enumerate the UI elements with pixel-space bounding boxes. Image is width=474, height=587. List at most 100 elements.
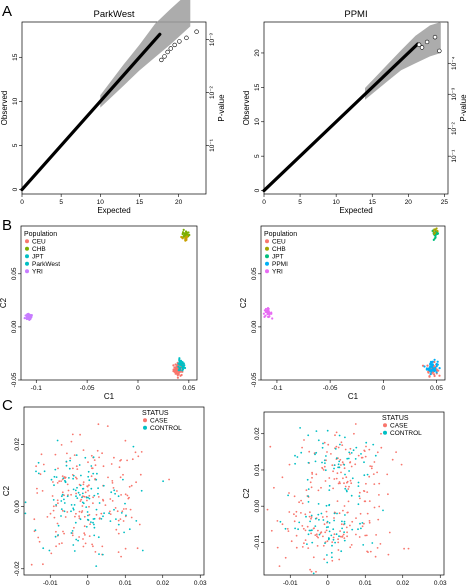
status-ppmi-point bbox=[347, 511, 349, 514]
status-parkwest-point bbox=[78, 510, 81, 513]
status-parkwest-point bbox=[130, 484, 133, 487]
status-ppmi-point bbox=[387, 553, 390, 556]
status-parkwest-point bbox=[98, 517, 101, 520]
status-ppmi-point bbox=[328, 503, 331, 506]
status-parkwest-point bbox=[66, 483, 69, 486]
status-ppmi-point bbox=[309, 529, 312, 532]
status-ppmi-point bbox=[269, 445, 272, 448]
status-ppmi-point bbox=[325, 529, 328, 532]
status-ppmi-point bbox=[343, 531, 345, 534]
status-parkwest-point bbox=[125, 514, 127, 517]
status-parkwest-point bbox=[57, 524, 60, 527]
status-ppmi-point bbox=[366, 491, 369, 493]
status-parkwest-point bbox=[74, 476, 77, 479]
status-ppmi-point bbox=[316, 535, 318, 538]
status-ppmi-point bbox=[359, 512, 362, 515]
status-parkwest-point bbox=[49, 512, 52, 515]
status-parkwest-point bbox=[62, 530, 64, 533]
pca-ppmi-point bbox=[423, 365, 426, 368]
status-ppmi-point bbox=[321, 466, 323, 469]
qq-parkwest-tail-point-0 bbox=[159, 57, 164, 63]
panel-label-a: A bbox=[2, 3, 12, 20]
status-parkwest-legend-key-1 bbox=[143, 425, 147, 430]
status-parkwest-point bbox=[91, 543, 93, 546]
status-ppmi-point bbox=[323, 459, 326, 462]
status-parkwest-point bbox=[75, 465, 78, 468]
status-parkwest-legend-item-1: CONTROL bbox=[150, 425, 182, 432]
status-ppmi-point bbox=[325, 510, 328, 513]
status-parkwest-point bbox=[95, 508, 98, 511]
status-ppmi-point bbox=[301, 446, 303, 449]
status-ppmi-point bbox=[278, 565, 281, 567]
pca-ppmi-point bbox=[271, 317, 274, 320]
status-ppmi-point bbox=[343, 467, 346, 470]
status-ppmi-point bbox=[350, 544, 353, 546]
status-ppmi-point bbox=[346, 457, 349, 460]
status-ppmi-point bbox=[325, 455, 327, 457]
status-ppmi-point bbox=[372, 473, 375, 475]
qq-parkwest-ytick-label-1: 5 bbox=[12, 143, 19, 147]
qq-parkwest-xlabel: Expected bbox=[97, 206, 130, 215]
status-parkwest-point bbox=[88, 479, 91, 482]
status-parkwest-point bbox=[83, 525, 86, 528]
status-ppmi-point bbox=[338, 558, 341, 561]
status-parkwest-point bbox=[54, 535, 57, 538]
pca-ppmi-point bbox=[438, 367, 441, 370]
status-ppmi-point bbox=[327, 537, 330, 539]
status-parkwest-point bbox=[75, 495, 77, 498]
pca-ppmi-point bbox=[435, 369, 439, 372]
status-ppmi-point bbox=[326, 429, 329, 432]
status-parkwest-point bbox=[94, 551, 97, 553]
status-parkwest-point bbox=[39, 473, 42, 476]
status-parkwest-point bbox=[56, 439, 59, 442]
status-parkwest-point bbox=[76, 468, 79, 470]
status-parkwest-point bbox=[63, 502, 66, 504]
status-ppmi-point bbox=[391, 458, 394, 461]
pca-ppmi-ylabel: C2 bbox=[239, 297, 248, 308]
qq-ppmi-ytick-label-4: 20 bbox=[254, 49, 261, 57]
status-ppmi-point bbox=[363, 450, 366, 452]
pca-ppmi-point bbox=[432, 230, 435, 233]
status-ppmi-point bbox=[296, 456, 299, 458]
status-parkwest-point bbox=[86, 499, 88, 502]
status-parkwest-point bbox=[80, 474, 82, 477]
status-parkwest-point bbox=[141, 549, 144, 552]
status-ppmi-point bbox=[293, 495, 296, 498]
status-parkwest-point bbox=[62, 477, 65, 480]
status-ppmi-point bbox=[358, 495, 361, 497]
status-ppmi-point bbox=[339, 535, 342, 538]
status-parkwest-point bbox=[111, 500, 114, 502]
pca-parkwest-legend-item-0: CEU bbox=[32, 239, 46, 246]
status-ppmi-point bbox=[326, 554, 328, 556]
status-parkwest-point bbox=[66, 452, 68, 455]
pca-parkwest-legend-key-1 bbox=[25, 246, 29, 251]
status-ppmi-point bbox=[333, 478, 336, 480]
pca-parkwest-point bbox=[29, 318, 32, 321]
status-parkwest-point bbox=[124, 502, 126, 505]
status-parkwest-point bbox=[91, 467, 93, 470]
status-ppmi-point bbox=[328, 477, 331, 479]
status-parkwest-point bbox=[98, 502, 101, 504]
status-parkwest-point bbox=[89, 523, 91, 525]
status-parkwest-point bbox=[87, 475, 90, 478]
status-ppmi-point bbox=[333, 467, 335, 470]
status-parkwest-point bbox=[95, 478, 98, 481]
status-ppmi-point bbox=[338, 460, 341, 463]
pca-parkwest-point bbox=[182, 362, 185, 365]
status-parkwest-point bbox=[36, 492, 39, 494]
status-ppmi-point bbox=[307, 495, 310, 498]
status-parkwest-frame bbox=[23, 406, 205, 576]
status-ppmi-point bbox=[287, 530, 290, 532]
status-ppmi-point bbox=[335, 457, 338, 460]
status-ppmi-point bbox=[286, 528, 289, 530]
status-parkwest-point bbox=[42, 563, 44, 566]
pca-parkwest-point bbox=[175, 370, 178, 373]
status-parkwest-point bbox=[76, 486, 78, 489]
status-ppmi-point bbox=[332, 487, 334, 490]
pca-ppmi-legend-item-2: JPT bbox=[272, 254, 284, 261]
pca-parkwest-point bbox=[181, 361, 184, 364]
status-ppmi-point bbox=[317, 529, 319, 532]
status-parkwest-point bbox=[24, 501, 27, 504]
pca-ppmi-xtick-label-3: 0.05 bbox=[430, 385, 443, 392]
status-parkwest-point bbox=[79, 494, 81, 496]
